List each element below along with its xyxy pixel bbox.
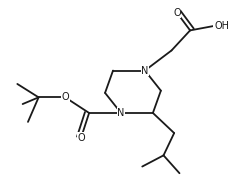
Text: O: O xyxy=(77,133,85,143)
Text: N: N xyxy=(141,66,149,76)
Text: N: N xyxy=(117,108,125,118)
Text: OH: OH xyxy=(214,21,229,31)
Text: O: O xyxy=(61,92,69,102)
Text: O: O xyxy=(173,8,181,17)
